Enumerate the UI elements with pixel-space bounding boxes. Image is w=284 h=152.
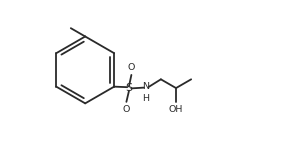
Text: O: O: [128, 63, 135, 72]
Text: OH: OH: [169, 105, 183, 114]
Text: H: H: [142, 94, 149, 103]
Text: S: S: [126, 83, 133, 93]
Text: N: N: [142, 82, 149, 91]
Text: O: O: [123, 105, 130, 114]
